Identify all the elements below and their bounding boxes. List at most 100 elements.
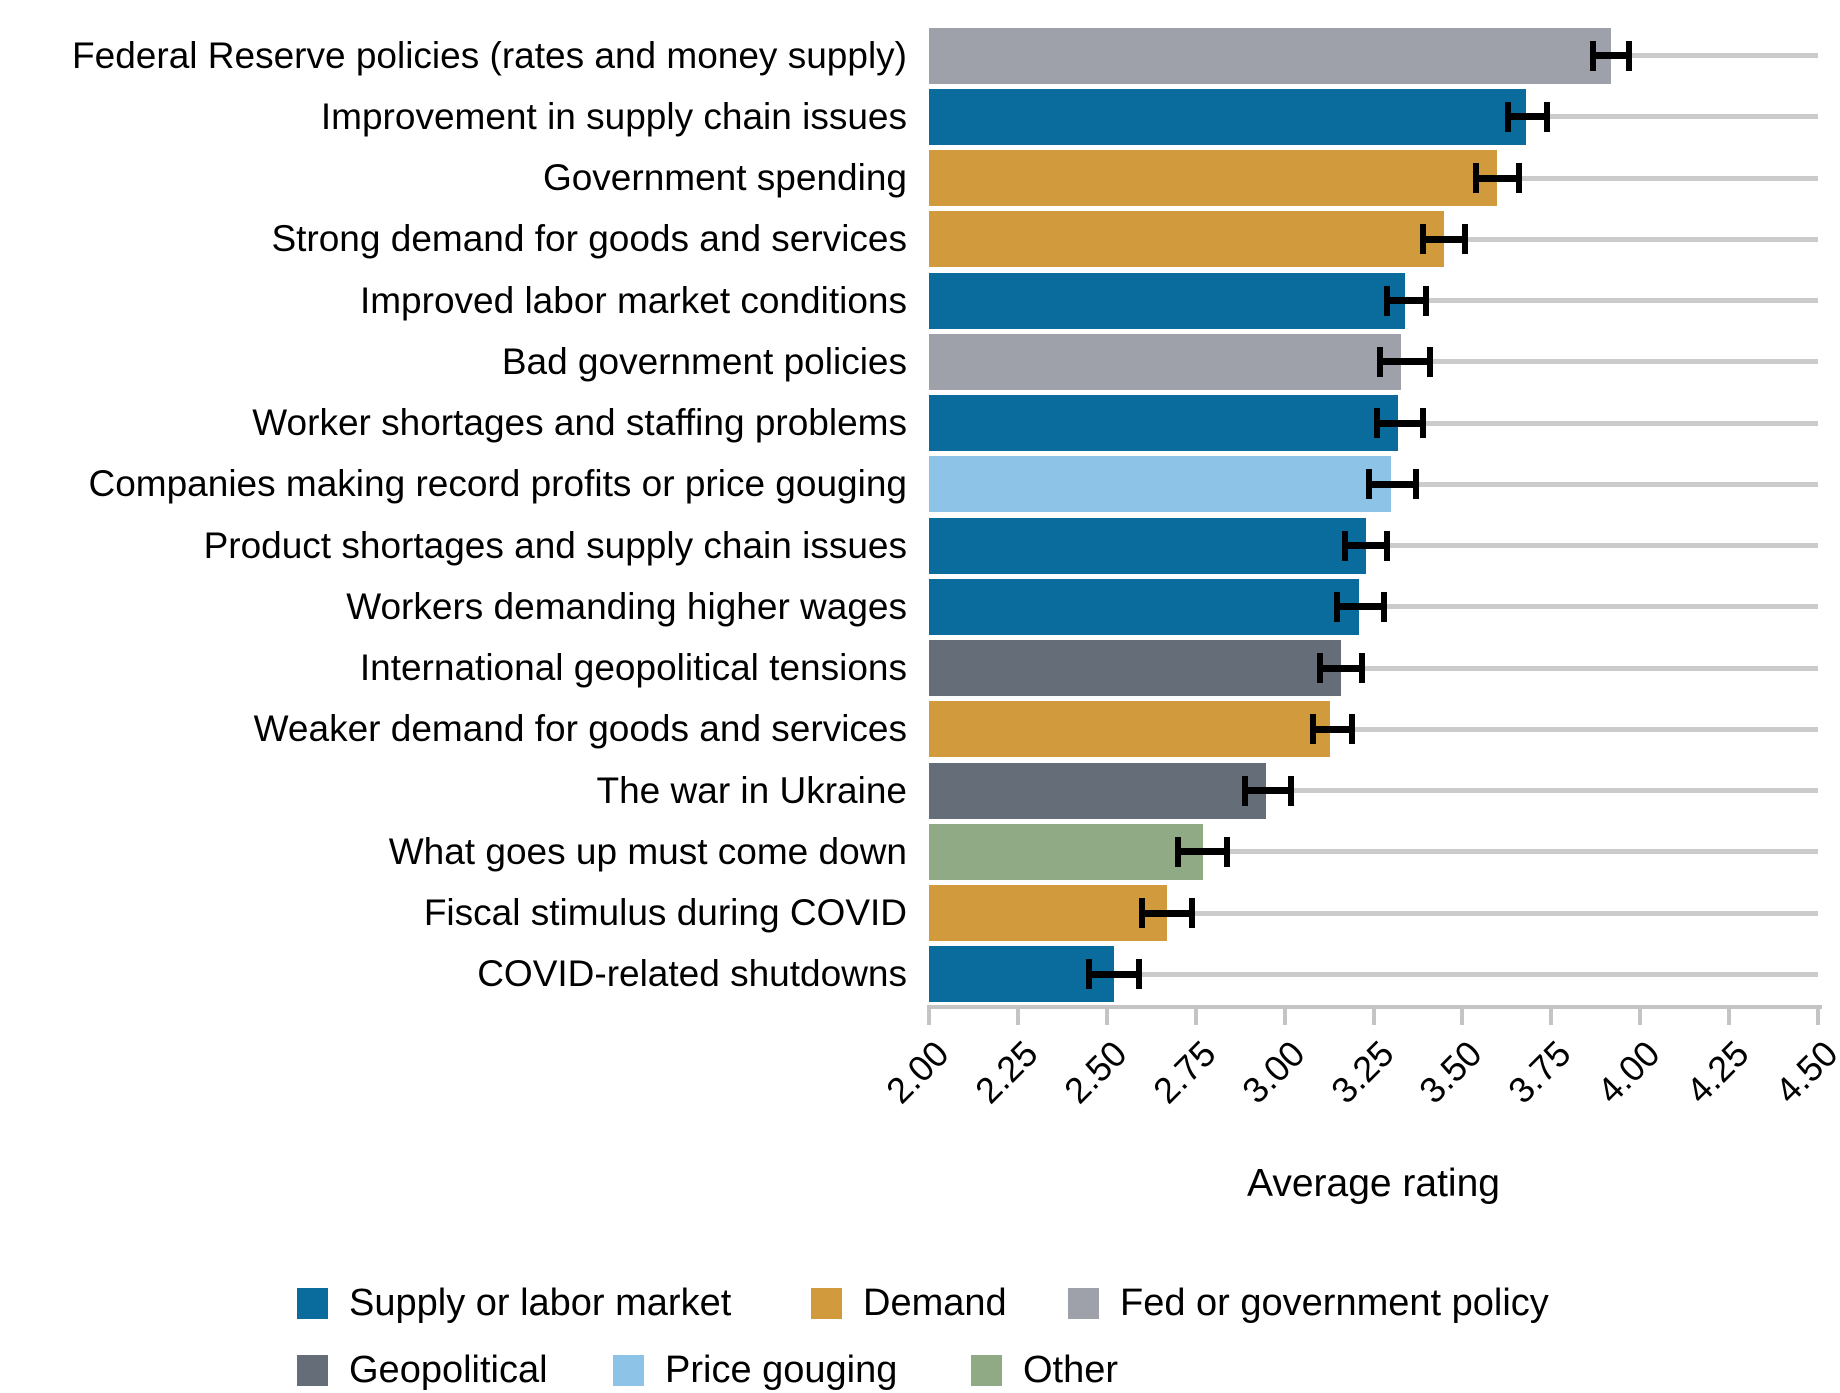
bar (929, 395, 1398, 451)
bar (929, 701, 1331, 758)
x-axis-tick (1015, 1005, 1020, 1025)
error-bar-cap-right (1188, 898, 1195, 929)
row-reference-line (1166, 910, 1818, 916)
error-bar-cap-left (1334, 591, 1341, 622)
error-bar-cap-right (1135, 959, 1142, 990)
category-label: Government spending (542, 157, 907, 199)
error-bar-cap-right (1423, 285, 1430, 316)
error-bar-cap-left (1309, 714, 1316, 745)
legend-item-price-gouging: Price gouging (613, 1349, 898, 1391)
error-bar-cap-left (1504, 101, 1511, 132)
row-reference-line (1610, 53, 1818, 59)
error-bar (1593, 52, 1629, 60)
x-axis-tick (1549, 1005, 1554, 1025)
bar (929, 88, 1526, 145)
bar (929, 885, 1167, 941)
bar (929, 456, 1391, 513)
error-bar-cap-right (1462, 224, 1469, 255)
x-axis-title: Average rating (1247, 1162, 1500, 1205)
row-reference-line (1397, 420, 1818, 426)
row-reference-line (1365, 543, 1818, 549)
legend-swatch-other (971, 1355, 1002, 1386)
error-bar-cap-right (1380, 591, 1387, 622)
x-axis-tick (1460, 1005, 1465, 1025)
legend-label: Demand (863, 1282, 1007, 1324)
row-reference-line (1497, 175, 1818, 181)
row-reference-line (1401, 359, 1818, 365)
error-bar-cap-right (1288, 775, 1295, 806)
legend-swatch-fed-or-government-policy (1068, 1288, 1099, 1319)
error-bar-cap-left (1419, 224, 1426, 255)
legend-label: Supply or labor market (349, 1282, 732, 1324)
legend-label: Geopolitical (349, 1349, 548, 1391)
error-bar-cap-right (1515, 163, 1522, 194)
category-label: The war in Ukraine (596, 769, 907, 811)
category-label: Weaker demand for goods and services (253, 708, 907, 750)
legend-item-fed-or-government-policy: Fed or government policy (1068, 1284, 1549, 1322)
error-bar-cap-left (1316, 653, 1323, 684)
x-axis-tick (1816, 1005, 1820, 1025)
category-label: Fiscal stimulus during COVID (423, 892, 907, 934)
x-axis-tick (1727, 1005, 1732, 1025)
error-bar-cap-left (1384, 285, 1391, 316)
error-bar (1376, 419, 1423, 427)
error-bar (1507, 113, 1548, 121)
error-bar-cap-right (1625, 40, 1632, 71)
legend-swatch-demand (811, 1288, 842, 1319)
error-bar-cap-right (1419, 408, 1426, 439)
category-label: Workers demanding higher wages (346, 585, 907, 627)
row-reference-line (1266, 788, 1818, 794)
category-label: What goes up must come down (388, 830, 907, 872)
legend-label: Price gouging (665, 1349, 898, 1391)
bar (929, 333, 1402, 390)
error-bar-cap-left (1373, 408, 1380, 439)
error-bar-cap-left (1139, 898, 1146, 929)
bar (929, 640, 1342, 696)
error-bar-cap-left (1174, 836, 1181, 867)
error-bar (1369, 480, 1416, 488)
row-reference-line (1341, 665, 1818, 671)
legend-swatch-price-gouging (613, 1355, 644, 1386)
bar (929, 272, 1405, 329)
error-bar-cap-left (1590, 40, 1597, 71)
x-axis-tick (927, 1005, 931, 1025)
bar (929, 27, 1611, 84)
error-bar-cap-left (1366, 469, 1373, 500)
category-label: Improved labor market conditions (359, 279, 907, 321)
bar (929, 211, 1445, 268)
error-bar (1312, 725, 1352, 733)
bar (929, 517, 1366, 574)
row-reference-line (1525, 114, 1818, 120)
legend-item-supply: Supply or labor market (297, 1282, 732, 1324)
category-label: Federal Reserve policies (rates and mone… (72, 34, 907, 76)
x-axis-tick (1104, 1005, 1109, 1025)
error-bar (1387, 297, 1427, 305)
legend-swatch-geopolitical (297, 1355, 328, 1386)
row-reference-line (1113, 971, 1818, 977)
error-bar (1344, 542, 1388, 550)
bar (929, 946, 1114, 1003)
legend-item-geopolitical: Geopolitical (297, 1349, 548, 1391)
error-bar (1142, 909, 1192, 917)
error-bar (1177, 848, 1228, 856)
x-axis-tick (1282, 1005, 1287, 1025)
error-bar-cap-left (1341, 530, 1348, 561)
category-label: Bad government policies (501, 340, 907, 382)
error-bar-cap-right (1359, 653, 1366, 684)
x-axis-line (929, 1005, 1822, 1009)
x-axis-tick (1371, 1005, 1376, 1025)
category-label: International geopolitical tensions (359, 647, 907, 689)
x-axis-tick (1193, 1005, 1198, 1025)
error-bar (1476, 174, 1519, 182)
legend-item-other: Other (971, 1351, 1118, 1389)
category-label: COVID-related shutdowns (477, 953, 907, 995)
bar (929, 762, 1267, 819)
category-label: Product shortages and supply chain issue… (203, 524, 907, 566)
error-bar (1088, 970, 1139, 978)
legend-swatch-supply (297, 1288, 328, 1319)
category-label: Strong demand for goods and services (271, 218, 907, 260)
error-bar-cap-right (1412, 469, 1419, 500)
error-bar (1337, 603, 1384, 611)
error-bar-cap-right (1224, 836, 1231, 867)
